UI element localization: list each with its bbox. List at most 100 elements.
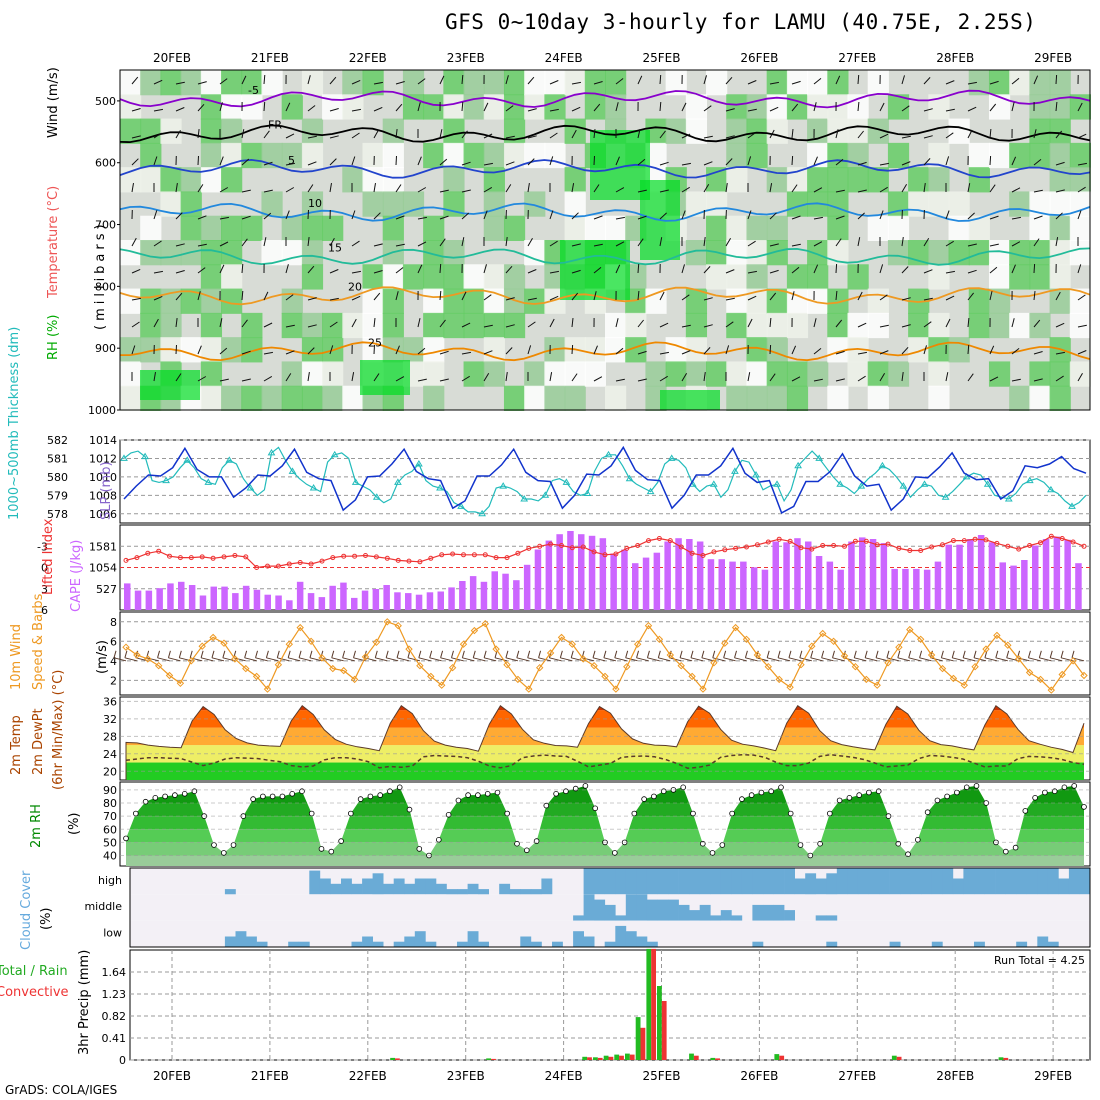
rh-cell: [564, 385, 586, 411]
wind-barb: [439, 319, 446, 328]
thickness-marker: [394, 478, 402, 485]
rh-cell: [200, 240, 223, 266]
thk-tick: 581: [47, 452, 68, 465]
cloud-bar-middle: [710, 915, 722, 921]
lifted-index-marker: [221, 554, 227, 560]
wind10m-barb-flag: [167, 650, 171, 658]
wind10m-barb: [581, 657, 595, 662]
wind-barb: [197, 155, 199, 166]
rh-marker: [836, 797, 843, 804]
wind-barb: [131, 183, 134, 193]
wind-barb: [615, 347, 624, 355]
isotherm-20: [119, 286, 1091, 306]
rh-cell: [847, 361, 869, 387]
thickness-marker: [478, 509, 486, 517]
rh-cell: [423, 240, 445, 266]
rh-cell: [988, 361, 1011, 387]
cape-bar: [934, 561, 942, 610]
thickness-marker: [415, 460, 423, 467]
rh-cell: [200, 288, 223, 314]
rh-cell: [968, 240, 990, 266]
wind-barb: [439, 189, 449, 193]
thickness-marker: [267, 448, 276, 456]
wind-barb: [989, 291, 993, 301]
wind-barb: [637, 189, 647, 193]
lifted-index-marker: [896, 545, 902, 551]
wind10m-barb: [734, 657, 747, 662]
cloud-bar-low: [467, 931, 479, 947]
rh-cell: [908, 312, 930, 339]
lifted-index-marker: [548, 541, 554, 547]
wind10m-barb: [418, 657, 431, 662]
rh-cell: [786, 191, 809, 217]
cloud-bar-middle: [815, 915, 827, 921]
cloud-bar-middle: [773, 904, 785, 921]
rh-cell: [887, 361, 910, 387]
rh-cell: [443, 70, 465, 96]
cloud-bar-low: [1016, 941, 1028, 947]
cloud-level-label: high: [98, 874, 122, 887]
cape-bar: [1064, 539, 1071, 610]
rh-cell: [200, 312, 223, 339]
rh-cell: [887, 142, 910, 169]
wind-barb: [307, 161, 317, 166]
wind10m-barb: [963, 657, 976, 662]
thickness-marker: [162, 476, 170, 484]
wind10m-barb: [897, 657, 910, 662]
wind10m-barb: [614, 657, 627, 662]
wind10m-barb: [342, 657, 355, 662]
wind-barb: [263, 375, 273, 382]
cape-bar: [988, 542, 996, 610]
rh-cell: [241, 142, 263, 169]
rh-cell: [665, 361, 687, 387]
lifted-index-marker: [471, 552, 477, 558]
rh-marker: [230, 842, 237, 848]
wind-barb: [1033, 75, 1039, 85]
temp-tick: 36: [103, 695, 117, 708]
ylabel-wind: Wind (m/s): [46, 67, 61, 138]
lifted-index-marker: [504, 555, 510, 561]
wind-barb: [241, 129, 245, 139]
slp-tick: 1006: [89, 508, 117, 521]
wind-barb: [395, 243, 405, 247]
wind-barb: [615, 264, 621, 274]
wind-barb: [153, 318, 159, 328]
wind-barb: [395, 291, 399, 301]
wind-barb: [373, 318, 376, 328]
dewpt-ylabel: 2m DewPt: [31, 708, 46, 775]
wind-barb: [395, 129, 398, 139]
wind-barb: [835, 75, 841, 85]
rh-cell: [160, 191, 182, 217]
rh-cell: [1029, 240, 1051, 266]
wind-barb: [1055, 101, 1058, 112]
wind10m-barb-flag: [429, 650, 433, 658]
wind-barb: [989, 376, 999, 382]
wind-barb: [395, 81, 405, 85]
rh-cell: [503, 385, 526, 411]
wind-barb: [527, 321, 536, 328]
wind10m-barb-flag: [766, 650, 770, 658]
wind-barb: [461, 130, 468, 139]
wind-barb: [813, 156, 818, 166]
rh-cell: [807, 288, 829, 314]
lifted-index-marker: [243, 554, 249, 560]
cape-bar: [415, 594, 423, 610]
rh-marker: [680, 784, 686, 791]
cape-bar: [632, 563, 639, 610]
wind-barb: [989, 80, 999, 85]
wind10m-barb-flag: [505, 650, 509, 658]
rh-cell: [605, 215, 627, 241]
rh-marker: [269, 793, 276, 800]
wind-barb: [571, 243, 581, 247]
wind-barb: [989, 128, 992, 139]
wind-speed-marker: [960, 681, 969, 689]
cloud-bar-high: [341, 878, 352, 895]
wind10m-barb-flag: [200, 650, 204, 658]
wind10m-barb-flag: [287, 650, 291, 658]
wind-speed-marker: [590, 661, 598, 670]
wind10m-barb-flag: [897, 650, 901, 658]
wind10m-barb-flag: [679, 650, 683, 658]
lifted-index-marker: [722, 547, 728, 553]
rh-cell: [1009, 240, 1031, 266]
rh-tick: 50: [103, 836, 117, 849]
